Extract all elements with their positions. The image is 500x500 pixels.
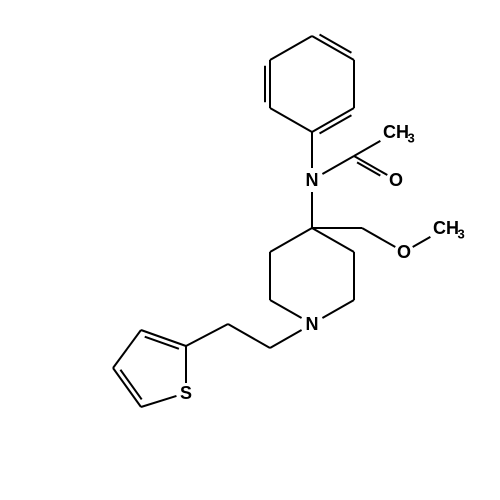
bond-line bbox=[113, 330, 141, 368]
bond-line bbox=[270, 36, 312, 60]
atom-label-acetyl_CH3-sub: 3 bbox=[408, 131, 415, 146]
atom-label-ether_CH3-sub: 3 bbox=[458, 227, 465, 242]
atom-label-ether_O: O bbox=[397, 242, 411, 262]
bond-line bbox=[113, 368, 141, 407]
bond-line bbox=[141, 396, 176, 407]
bond-line bbox=[312, 36, 354, 60]
bond-line bbox=[413, 237, 431, 247]
bond-line bbox=[228, 324, 270, 348]
atom-label-N2: N bbox=[306, 170, 319, 190]
atom-label-acetyl_CH3: CH bbox=[383, 122, 409, 142]
bond-line bbox=[270, 300, 302, 318]
bond-line bbox=[312, 108, 354, 132]
atom-label-acetyl_O: O bbox=[389, 170, 403, 190]
atom-label-S: S bbox=[180, 383, 192, 403]
bond-line bbox=[322, 300, 354, 318]
bond-line bbox=[270, 108, 312, 132]
molecule-diagram: NCH3ONOCH3S bbox=[0, 0, 500, 500]
atom-label-pip_bot_N: N bbox=[306, 314, 319, 334]
bond-line bbox=[270, 330, 302, 348]
atom-label-ether_CH3: CH bbox=[433, 218, 459, 238]
bond-line bbox=[312, 228, 354, 252]
bond-line bbox=[186, 324, 228, 346]
bond-line bbox=[362, 228, 395, 247]
bond-line bbox=[354, 156, 387, 175]
bond-line bbox=[120, 370, 141, 400]
bond-line bbox=[354, 141, 380, 156]
bond-line bbox=[322, 156, 354, 174]
bond-line bbox=[270, 228, 312, 252]
